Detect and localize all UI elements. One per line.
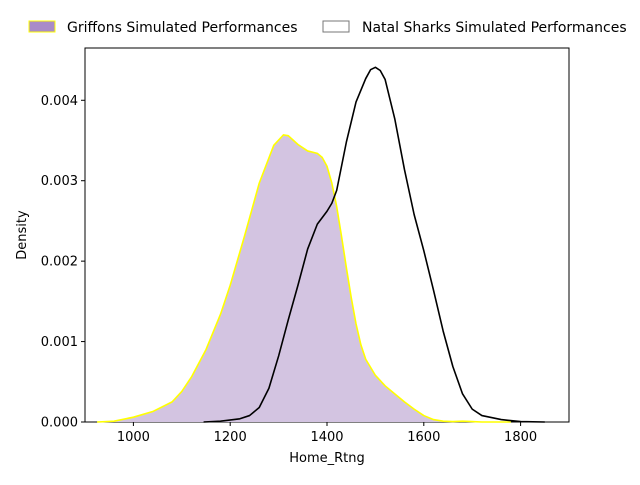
legend-label-natal-sharks: Natal Sharks Simulated Performances bbox=[362, 20, 627, 36]
y-axis-label: Density bbox=[15, 210, 30, 260]
y-tick-label: 0.003 bbox=[41, 174, 78, 189]
series-layer bbox=[97, 66, 545, 423]
x-tick-label: 1600 bbox=[407, 430, 440, 445]
series-area-0 bbox=[97, 134, 511, 423]
x-tick-label: 1200 bbox=[214, 430, 247, 445]
legend-swatch-natal-sharks bbox=[322, 20, 350, 33]
x-axis-ticks: 1000 1200 1400 1600 1800 bbox=[117, 422, 537, 445]
series-line-1 bbox=[203, 66, 545, 423]
legend-label-griffons: Griffons Simulated Performances bbox=[67, 20, 298, 36]
y-tick-label: 0.004 bbox=[41, 94, 78, 109]
x-tick-label: 1400 bbox=[310, 430, 343, 445]
x-tick-label: 1000 bbox=[117, 430, 150, 445]
legend: Griffons Simulated Performances Natal Sh… bbox=[28, 20, 627, 36]
x-tick-label: 1800 bbox=[504, 430, 537, 445]
x-axis-label: Home_Rtng bbox=[289, 451, 365, 466]
y-tick-label: 0.001 bbox=[41, 335, 78, 350]
y-axis-ticks: 0.000 0.001 0.002 0.003 0.004 bbox=[41, 94, 85, 431]
y-tick-label: 0.000 bbox=[41, 416, 78, 431]
legend-swatch-griffons bbox=[28, 20, 56, 33]
y-tick-label: 0.002 bbox=[41, 255, 78, 270]
